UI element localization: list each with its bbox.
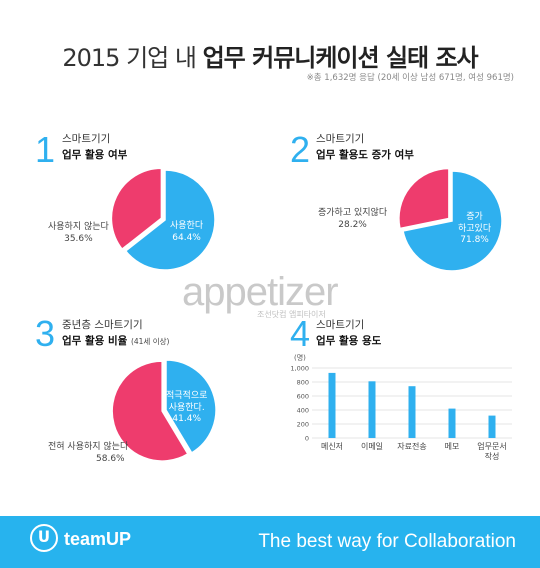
- pie-1-outer-value: 35.6%: [64, 233, 93, 244]
- bar: [488, 415, 496, 438]
- page-title: 2015 기업 내 업무 커뮤니케이션 실태 조사: [0, 38, 540, 73]
- pie-2-inner-name-1: 증가: [466, 212, 483, 222]
- pie-3-inner-name-1: 적극적으로: [166, 391, 208, 401]
- pie-3-inner-name-2: 사용한다.: [168, 402, 205, 413]
- bar-x-tick: 업무문서: [477, 442, 506, 451]
- bar: [408, 386, 416, 438]
- pie-2-outer-label: 증가하고 있지않다 28.2%: [318, 208, 387, 231]
- bar-x-tick: 작성: [485, 451, 500, 461]
- pie-1-slice-2: [110, 167, 163, 251]
- pie-1-outer-name: 사용하지 않는다: [48, 222, 109, 232]
- bar-y-tick: 0: [305, 435, 309, 443]
- bar-x-tick: 메모: [445, 442, 460, 451]
- pie-chart-3: [111, 359, 217, 462]
- pie-2-inner-value: 71.8%: [460, 235, 489, 246]
- pie-1-slice-1: [124, 169, 216, 271]
- watermark-sub: 조선닷컴 앱피타이저: [257, 310, 326, 319]
- pie-3-inner-value: 41.4%: [172, 414, 201, 425]
- section-4-line1: 스마트기기: [316, 319, 365, 331]
- pie-2-slice-1: [402, 170, 503, 272]
- bar-y-tick: 400: [297, 407, 309, 415]
- respondent-note: ※총 1,632명 응답 (20세 이상 남성 671명, 여성 961명): [306, 73, 514, 83]
- section-3-line2: 업무 활용 비율 (41세 이상): [62, 333, 169, 348]
- bar-y-unit: (명): [294, 353, 306, 362]
- pie-1-inner-name: 사용한다: [170, 221, 204, 231]
- bar: [328, 372, 336, 438]
- section-3-line1: 중년층 스마트기기: [62, 319, 143, 331]
- section-1-line1: 스마트기기: [62, 133, 111, 145]
- section-4-number: 4: [290, 313, 311, 354]
- bar-y-tick: 1,000: [290, 365, 309, 373]
- title-bold: 업무 커뮤니케이션 실태 조사: [202, 44, 479, 72]
- section-2-number: 2: [290, 129, 311, 170]
- pie-1-inner-label: 사용한다 64.4%: [170, 221, 203, 244]
- bar-y-tick: 800: [297, 379, 309, 387]
- pie-3-inner-label: 적극적으로 사용한다. 41.4%: [166, 391, 207, 426]
- section-3-number: 3: [35, 313, 56, 354]
- section-2-line1: 스마트기기: [316, 133, 365, 145]
- pie-2-inner-label: 증가 하고있다 71.8%: [458, 212, 491, 247]
- bar: [368, 381, 376, 438]
- pie-1-inner-value: 64.4%: [172, 232, 201, 243]
- footer-bar: [0, 516, 540, 568]
- pie-2-outer-value: 28.2%: [338, 219, 367, 230]
- section-4-line2-text: 업무 활용 용도: [316, 335, 382, 347]
- pie-1-outer-label: 사용하지 않는다 35.6%: [48, 222, 109, 245]
- section-1-line2-text: 업무 활용 여부: [62, 149, 128, 161]
- pie-3-outer-value: 58.6%: [96, 453, 125, 464]
- bar-x-tick: 메신저: [321, 442, 343, 451]
- bar-x-tick: 이메일: [361, 441, 383, 451]
- pie-3-outer-label: 전혀 사용하지 않는다 58.6%: [48, 442, 128, 465]
- bar-x-tick: 자료전송: [397, 441, 426, 451]
- bar-y-tick: 600: [297, 393, 309, 401]
- section-1-number: 1: [35, 129, 56, 170]
- pie-chart-2: [398, 167, 503, 272]
- pie-3-slice-2: [111, 360, 189, 462]
- teamup-logo-glyph: ᑌ: [37, 528, 51, 546]
- brand-name: teamUP: [64, 529, 132, 549]
- bar-y-tick: 200: [297, 421, 309, 429]
- pie-3-outer-name: 전혀 사용하지 않는다: [48, 442, 129, 452]
- section-4-line2: 업무 활용 용도: [316, 333, 381, 348]
- bar: [448, 408, 456, 438]
- section-2-line2-text: 업무 활용도 증가 여부: [316, 149, 414, 161]
- section-3-line2-text: 업무 활용 비율: [62, 335, 128, 347]
- watermark-text: appetizer: [182, 270, 339, 314]
- pie-2-slice-2: [398, 167, 450, 230]
- title-plain: 2015 기업 내: [62, 44, 197, 72]
- pie-chart-1: [110, 167, 216, 271]
- pie-2-outer-name: 증가하고 있지않다: [318, 208, 388, 218]
- pie-3-slice-1: [165, 359, 217, 454]
- section-2-line2: 업무 활용도 증가 여부: [316, 147, 414, 162]
- section-1-line2: 업무 활용 여부: [62, 147, 127, 162]
- section-3-line2-note: (41세 이상): [130, 337, 170, 346]
- teamup-logo-icon: [30, 524, 58, 552]
- slogan: The best way for Collaboration: [258, 531, 516, 552]
- pie-2-inner-name-2: 하고있다: [458, 223, 492, 234]
